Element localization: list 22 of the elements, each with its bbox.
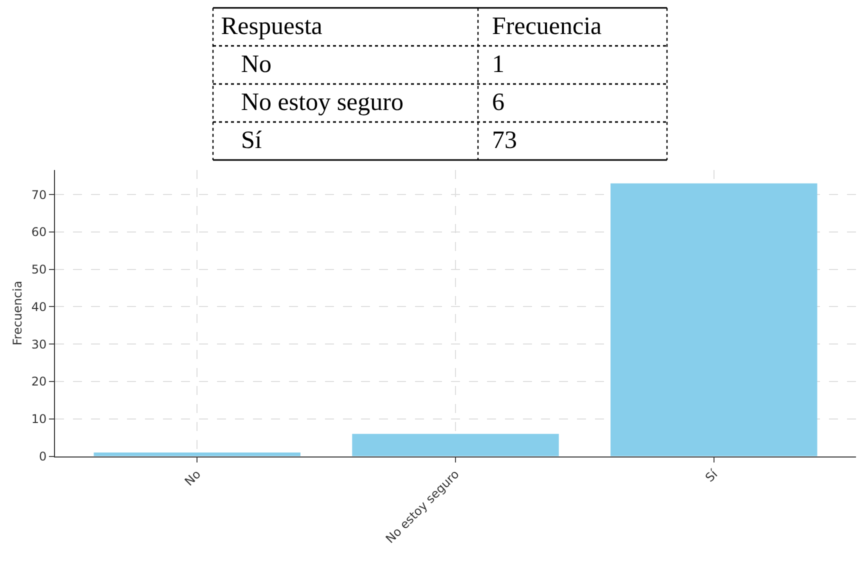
bar [610, 183, 818, 456]
text: Sí [241, 127, 262, 154]
x-tick-label: No [182, 467, 204, 489]
y-tick-label: 40 [31, 300, 47, 314]
y-tick-label: 0 [38, 449, 47, 464]
y-tick-label: 50 [31, 262, 47, 277]
bar [94, 452, 300, 456]
x-tick-label: Sí [702, 466, 721, 485]
text: No estoy seguro [241, 89, 404, 116]
y-tick-label: 10 [31, 412, 47, 426]
y-tick-label: 30 [31, 337, 47, 352]
text: Respuesta [221, 13, 322, 40]
text: 6 [492, 89, 504, 116]
y-tick-label: 60 [31, 225, 47, 240]
y-tick-label: 70 [31, 188, 47, 202]
bar [352, 434, 559, 456]
text: Frecuencia [492, 13, 602, 40]
text: No [241, 51, 272, 78]
text: 1 [492, 51, 504, 78]
text: 73 [492, 127, 517, 154]
y-tick-label: 20 [31, 374, 47, 389]
y-axis-title: Frecuencia [10, 280, 25, 346]
